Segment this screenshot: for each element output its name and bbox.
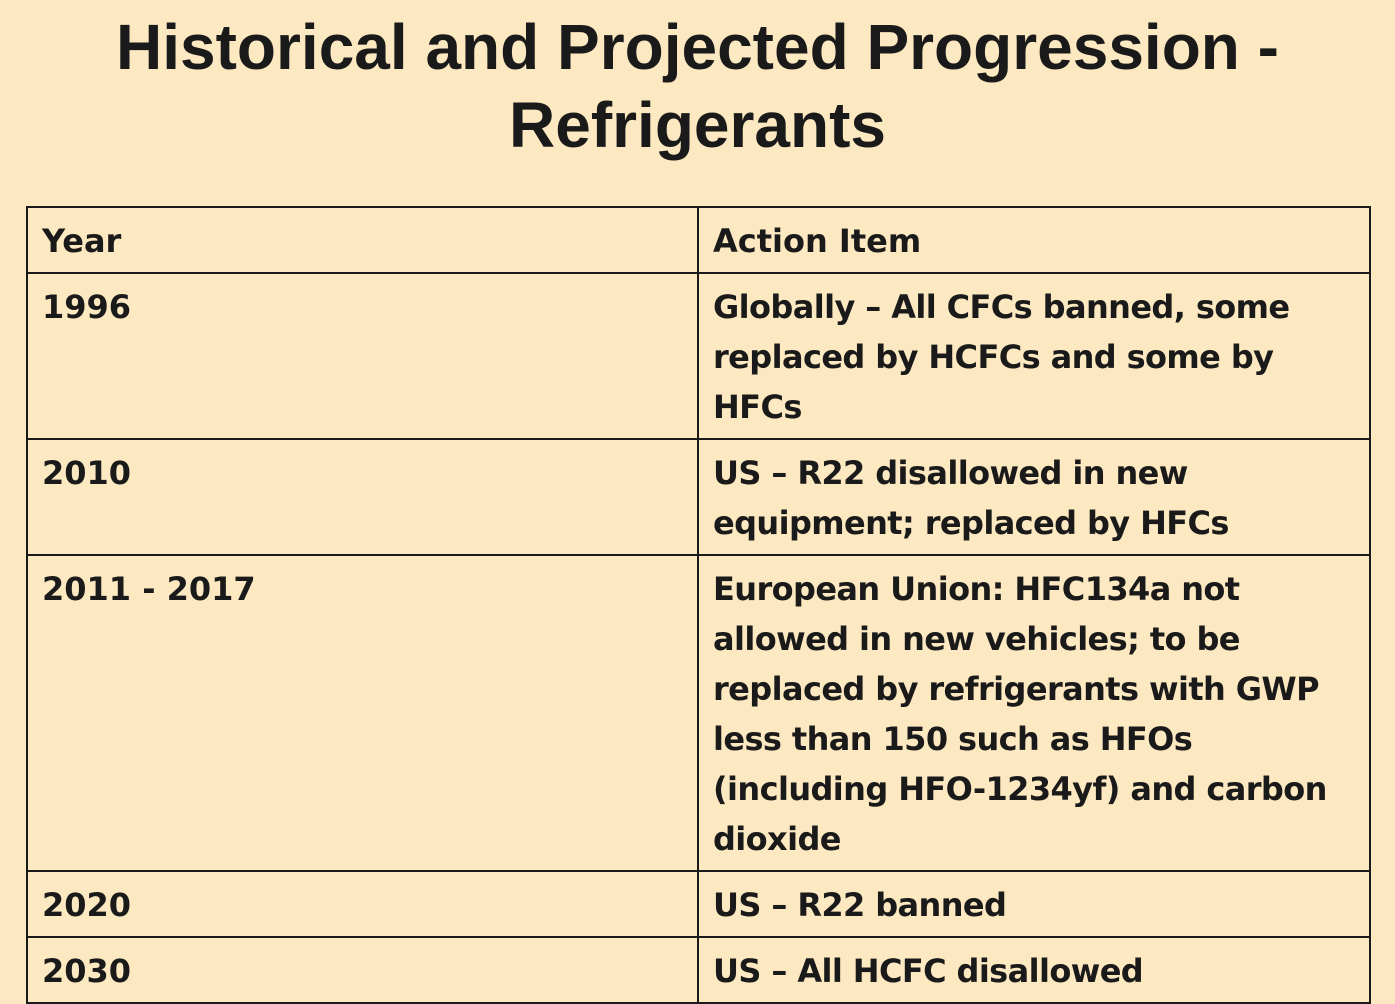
title-line-2: Refrigerants [509,89,886,161]
table-header-row: Year Action Item [26,206,1371,274]
year-cell: 2010 [26,438,699,556]
table-row: 1996 Globally – All CFCs banned, some re… [26,272,1371,440]
regulation-timeline-table: Year Action Item 1996 Globally – All CFC… [26,206,1371,1004]
action-cell: US – R22 banned [697,870,1371,938]
year-cell: 2020 [26,870,699,938]
year-cell: 2011 - 2017 [26,554,699,872]
action-cell: US – All HCFC disallowed [697,936,1371,1004]
slide-title: Historical and Projected Progression - R… [0,8,1395,164]
year-cell: 1996 [26,272,699,440]
table-row: 2010 US – R22 disallowed in new equipmen… [26,438,1371,556]
table-row: 2011 - 2017 European Union: HFC134a not … [26,554,1371,872]
action-cell: European Union: HFC134a not allowed in n… [697,554,1371,872]
table-row: 2030 US – All HCFC disallowed [26,936,1371,1004]
action-cell: US – R22 disallowed in new equipment; re… [697,438,1371,556]
header-year: Year [26,206,699,274]
table-row: 2020 US – R22 banned [26,870,1371,938]
title-line-1: Historical and Projected Progression - [116,11,1279,83]
year-cell: 2030 [26,936,699,1004]
action-cell: Globally – All CFCs banned, some replace… [697,272,1371,440]
header-action-item: Action Item [697,206,1371,274]
